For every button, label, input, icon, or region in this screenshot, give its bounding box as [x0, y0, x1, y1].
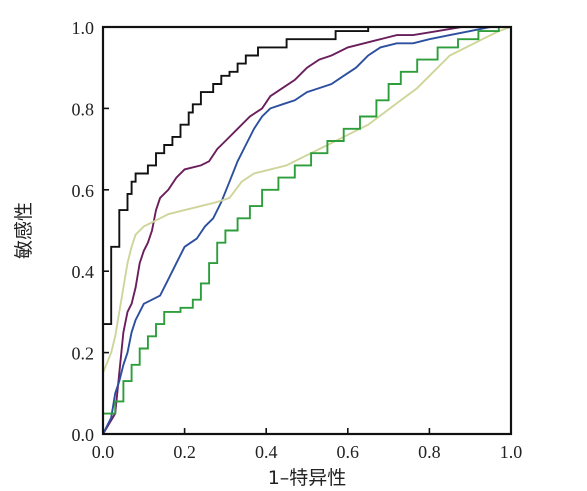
x-tick-label: 1.0 — [500, 442, 523, 462]
roc-curve-5 — [102, 26, 511, 434]
y-axis-title: 敏感性 — [13, 202, 35, 259]
plot-frame — [101, 25, 513, 436]
roc-curve-2 — [102, 26, 511, 435]
y-tick-label: 0.2 — [72, 344, 95, 364]
x-tick-label: 0.6 — [337, 442, 360, 462]
x-tick-label: 0.8 — [418, 442, 441, 462]
x-tick-label: 0.0 — [92, 442, 115, 462]
y-tick-label: 0.4 — [72, 262, 95, 282]
x-axis-title: 1–特异性 — [268, 467, 347, 489]
x-tick-label: 0.4 — [255, 442, 278, 462]
roc-curve-3 — [102, 26, 511, 435]
y-tick-label: 0.6 — [72, 181, 95, 201]
x-tick-label: 0.2 — [173, 442, 196, 462]
roc-curve-1 — [102, 26, 511, 434]
tick-marks — [102, 26, 512, 435]
series-layer — [102, 26, 512, 435]
y-tick-label: 0.0 — [72, 425, 95, 445]
y-tick-label: 0.8 — [72, 99, 95, 119]
x-tick-labels: 0.0 0.2 0.4 0.6 0.8 1.0 — [92, 442, 523, 462]
y-tick-labels: 0.0 0.2 0.4 0.6 0.8 1.0 — [72, 18, 95, 445]
y-tick-label: 1.0 — [72, 18, 95, 38]
roc-curve-4 — [102, 26, 512, 434]
